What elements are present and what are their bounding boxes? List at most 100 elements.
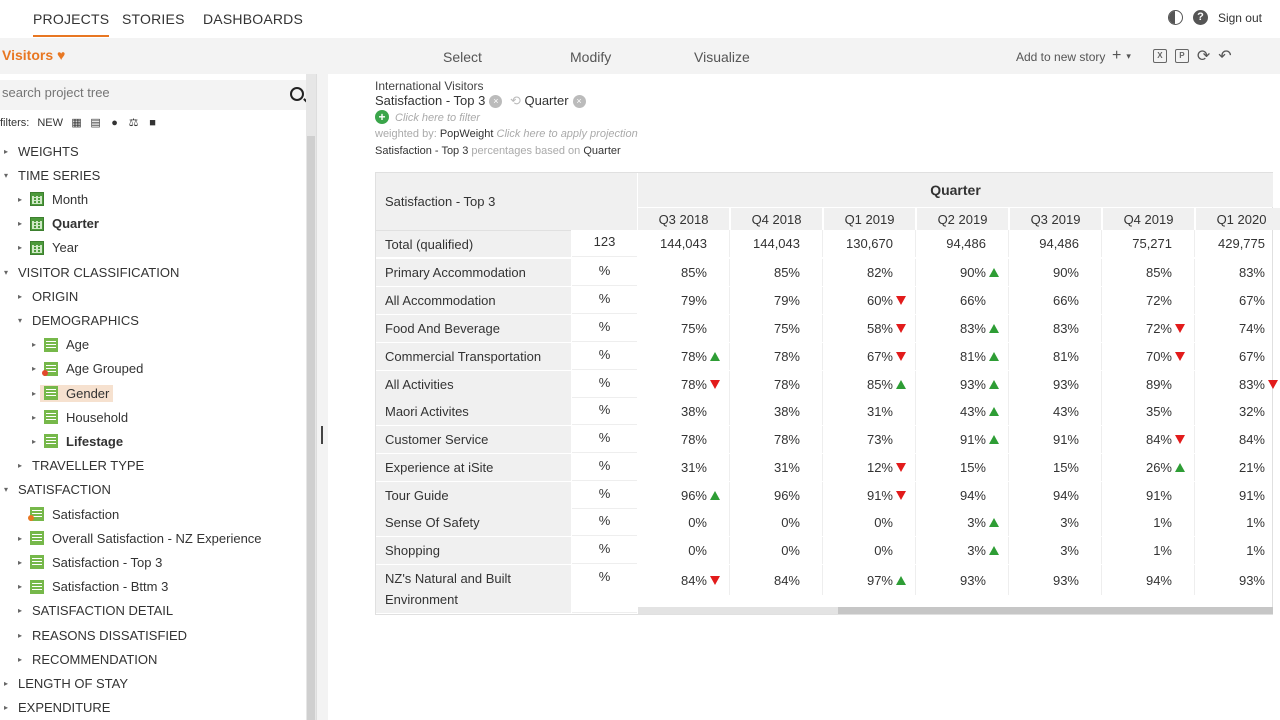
caret-right-icon[interactable]: ▸ xyxy=(17,291,22,301)
tree-node[interactable]: ▸ RECOMMENDATION xyxy=(14,648,161,670)
table-cell[interactable]: 73% xyxy=(824,426,916,453)
caret-down-icon[interactable]: ▾ xyxy=(3,267,8,277)
table-cell[interactable]: 144,043 xyxy=(731,230,823,257)
table-cell[interactable]: 1% xyxy=(1103,509,1195,536)
tree-node[interactable]: ▸ Year xyxy=(14,237,82,259)
row-label[interactable]: Total (qualified) xyxy=(376,230,571,257)
table-cell[interactable]: 84% xyxy=(638,565,730,595)
row-label[interactable]: NZ's Natural and Built Environment xyxy=(376,565,571,613)
tree-node-body[interactable]: RECOMMENDATION xyxy=(26,651,161,668)
panel-splitter[interactable] xyxy=(316,74,328,720)
tree-node[interactable]: ▸ Age Grouped xyxy=(28,358,147,380)
column-header[interactable]: Q3 2018 xyxy=(638,208,730,230)
table-cell[interactable]: 144,043 xyxy=(638,230,730,257)
filter-new[interactable]: NEW xyxy=(37,117,64,129)
row-label[interactable]: Primary Accommodation xyxy=(376,259,571,286)
tree-node[interactable]: ▸ REASONS DISSATISFIED xyxy=(14,624,191,646)
weight-variable[interactable]: PopWeight xyxy=(439,128,494,140)
table-cell[interactable]: 78% xyxy=(731,343,823,370)
table-cell[interactable]: 75% xyxy=(731,315,823,342)
tree-node[interactable]: ▸ EXPENDITURE xyxy=(0,697,114,719)
row-label[interactable]: All Accommodation xyxy=(376,287,571,314)
table-cell[interactable]: 82% xyxy=(824,259,916,286)
filter-hint[interactable]: Click here to filter xyxy=(395,112,480,124)
tree-node-body[interactable]: Year xyxy=(26,239,82,256)
table-cell[interactable]: 78% xyxy=(638,371,730,398)
mode-modify[interactable]: Modify xyxy=(570,49,612,65)
row-label[interactable]: Experience at iSite xyxy=(376,454,571,481)
row-label[interactable]: Sense Of Safety xyxy=(376,509,571,536)
row-label[interactable]: Customer Service xyxy=(376,426,571,453)
table-cell[interactable]: 72% xyxy=(1103,315,1195,342)
table-cell[interactable]: 90% xyxy=(917,259,1009,286)
tree-node-body[interactable]: REASONS DISSATISFIED xyxy=(26,627,191,644)
table-cell[interactable]: 91% xyxy=(824,482,916,509)
table-cell[interactable]: 0% xyxy=(731,537,823,564)
caret-right-icon[interactable]: ▸ xyxy=(3,703,8,713)
table-cell[interactable]: 93% xyxy=(1010,371,1102,398)
tree-node-body[interactable]: Age xyxy=(40,336,93,353)
table-cell[interactable]: 79% xyxy=(731,287,823,314)
table-cell[interactable]: 94% xyxy=(1103,565,1195,595)
table-cell[interactable]: 78% xyxy=(731,426,823,453)
tree-node-body[interactable]: SATISFACTION DETAIL xyxy=(26,602,177,619)
excel-export-icon[interactable]: X xyxy=(1152,49,1167,63)
table-cell[interactable]: 3% xyxy=(1010,509,1102,536)
location-filter-icon[interactable]: ● xyxy=(111,116,118,129)
tree-node[interactable]: ▸ Quarter xyxy=(14,213,103,235)
table-cell[interactable]: 130,670 xyxy=(824,230,916,257)
table-cell[interactable]: 15% xyxy=(1010,454,1102,481)
table-cell[interactable]: 94% xyxy=(917,482,1009,509)
column-header[interactable]: Q4 2018 xyxy=(731,208,823,230)
table-cell[interactable]: 78% xyxy=(638,343,730,370)
table-cell[interactable]: 66% xyxy=(1010,287,1102,314)
tree-node-body[interactable]: TRAVELLER TYPE xyxy=(26,457,148,474)
tree-node-body[interactable]: EXPENDITURE xyxy=(12,699,114,716)
mode-visualize[interactable]: Visualize xyxy=(694,49,750,65)
tree-node[interactable]: ▸ TRAVELLER TYPE xyxy=(14,455,148,477)
table-cell[interactable]: 66% xyxy=(917,287,1009,314)
tree-node-body[interactable]: VISITOR CLASSIFICATION xyxy=(12,264,183,281)
table-cell[interactable]: 70% xyxy=(1103,343,1195,370)
table-cell[interactable]: 75,271 xyxy=(1103,230,1195,257)
tree-node-body[interactable]: Quarter xyxy=(26,215,103,232)
tree-node-body[interactable]: SATISFACTION xyxy=(12,481,115,498)
caret-right-icon[interactable]: ▸ xyxy=(17,606,22,616)
tree-node[interactable]: ▾ DEMOGRAPHICS xyxy=(14,309,143,331)
list-filter-icon[interactable]: ▤ xyxy=(90,116,101,129)
tree-node[interactable]: ▸ ORIGIN xyxy=(14,285,82,307)
caret-right-icon[interactable]: ▸ xyxy=(17,654,22,664)
help-icon[interactable]: ? xyxy=(1192,10,1208,25)
table-cell[interactable]: 91% xyxy=(1010,426,1102,453)
tab-stories[interactable]: STORIES xyxy=(122,11,185,27)
table-cell[interactable]: 96% xyxy=(731,482,823,509)
tree-node[interactable]: ▸ WEIGHTS xyxy=(0,140,83,162)
grid-filter-icon[interactable]: ▦ xyxy=(71,116,82,129)
remove-row-icon[interactable]: × xyxy=(489,95,503,108)
tree-node[interactable]: ▸ Gender xyxy=(28,382,114,404)
row-label[interactable]: Commercial Transportation xyxy=(376,343,571,370)
table-cell[interactable]: 93% xyxy=(917,565,1009,595)
table-cell[interactable]: 84% xyxy=(731,565,823,595)
caret-right-icon[interactable]: ▸ xyxy=(17,194,22,204)
column-header[interactable]: Q1 2019 xyxy=(824,208,916,230)
row-label[interactable]: All Activities xyxy=(376,371,571,398)
table-cell[interactable]: 43% xyxy=(1010,398,1102,425)
table-cell[interactable]: 12% xyxy=(824,454,916,481)
table-cell[interactable]: 94,486 xyxy=(917,230,1009,257)
tree-node-body[interactable]: Gender xyxy=(40,384,114,402)
tree-node-body[interactable]: Household xyxy=(40,409,132,426)
table-cell[interactable]: 91% xyxy=(1196,482,1280,509)
table-cell[interactable]: 91% xyxy=(917,426,1009,453)
caret-right-icon[interactable]: ▸ xyxy=(17,243,22,253)
caret-right-icon[interactable]: ▸ xyxy=(17,219,22,229)
caret-right-icon[interactable]: ▸ xyxy=(31,340,36,350)
filter-line[interactable]: + Click here to filter xyxy=(375,110,480,124)
tree-node[interactable]: ▸ Lifestage xyxy=(28,430,127,452)
tab-projects[interactable]: PROJECTS xyxy=(33,11,110,37)
table-cell[interactable]: 67% xyxy=(1196,343,1280,370)
table-cell[interactable]: 35% xyxy=(1103,398,1195,425)
table-cell[interactable]: 84% xyxy=(1196,426,1280,453)
search-icon[interactable] xyxy=(290,87,304,101)
table-cell[interactable]: 31% xyxy=(638,454,730,481)
